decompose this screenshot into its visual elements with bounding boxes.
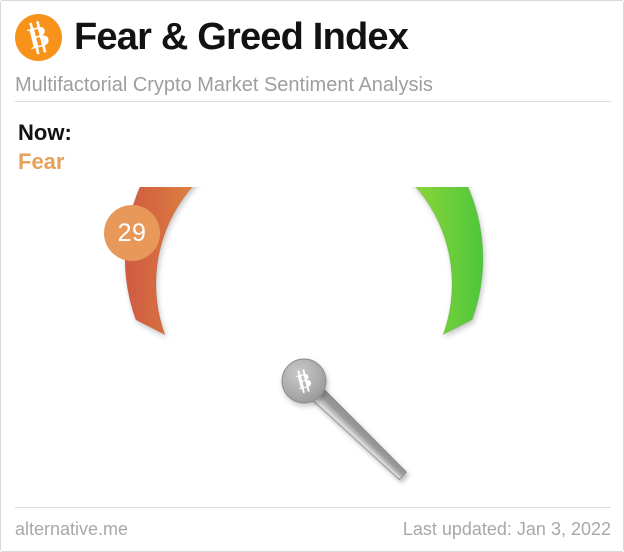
footer-last-updated: Last updated: Jan 3, 2022 — [402, 519, 611, 540]
now-value: Fear — [18, 149, 65, 175]
gauge-hub: B — [281, 358, 327, 404]
bitcoin-icon: B — [15, 13, 62, 61]
bitcoin-icon: B — [294, 368, 313, 395]
gauge-svg: B — [124, 187, 484, 481]
footer-site[interactable]: alternative.me — [15, 519, 129, 540]
now-label: Now: — [18, 120, 72, 145]
gauge-arc — [124, 187, 484, 336]
gauge-value-text: 29 — [117, 218, 147, 247]
page-subtitle: Multifactorial Crypto Market Sentiment A… — [15, 74, 433, 96]
gauge-value-badge: 29 — [104, 205, 160, 261]
header: B Fear & Greed Index Multifactorial Cryp… — [15, 11, 611, 101]
footer: alternative.me Last updated: Jan 3, 2022 — [15, 515, 611, 545]
footer-divider — [15, 507, 611, 508]
gauge: B 29 — [1, 187, 623, 487]
brand-row: B Fear & Greed Index — [15, 11, 611, 63]
page-title: Fear & Greed Index — [74, 16, 409, 58]
header-divider — [15, 101, 611, 102]
current-status: Now: Fear — [18, 118, 72, 176]
